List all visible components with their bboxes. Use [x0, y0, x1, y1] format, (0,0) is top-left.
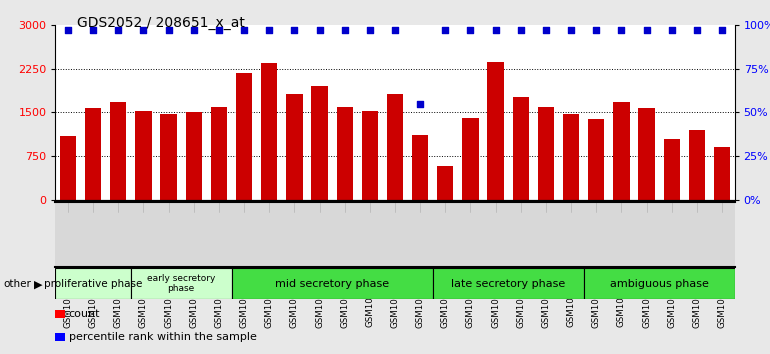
Point — [112, 27, 125, 33]
Bar — [211, 107, 227, 200]
Bar — [487, 62, 504, 200]
Bar — [232, 268, 433, 299]
Point — [590, 27, 602, 33]
Point — [87, 27, 99, 33]
Text: count: count — [69, 309, 100, 319]
Point — [665, 27, 678, 33]
Point — [288, 27, 300, 33]
Point — [490, 27, 502, 33]
Point — [363, 27, 376, 33]
Text: early secretory
phase: early secretory phase — [147, 274, 216, 293]
Text: ambiguous phase: ambiguous phase — [610, 279, 708, 289]
Bar — [563, 114, 579, 200]
Bar — [537, 107, 554, 200]
Text: GDS2052 / 208651_x_at: GDS2052 / 208651_x_at — [77, 16, 245, 30]
Bar — [688, 130, 705, 200]
Bar — [588, 119, 604, 200]
Point — [162, 27, 175, 33]
Bar — [311, 86, 328, 200]
Bar — [584, 268, 735, 299]
Point — [339, 27, 351, 33]
Point — [137, 27, 149, 33]
Point — [439, 27, 451, 33]
Bar — [387, 94, 403, 200]
Bar — [160, 114, 177, 200]
Point — [188, 27, 200, 33]
Bar — [437, 166, 454, 200]
Bar — [236, 73, 253, 200]
Bar — [131, 268, 232, 299]
Text: mid secretory phase: mid secretory phase — [275, 279, 389, 289]
Bar — [60, 136, 76, 200]
Bar — [714, 147, 730, 200]
Point — [213, 27, 225, 33]
Point — [62, 27, 74, 33]
Bar — [336, 107, 353, 200]
Point — [414, 101, 427, 107]
Bar — [613, 102, 630, 200]
Bar — [433, 268, 584, 299]
Point — [641, 27, 653, 33]
Bar — [286, 94, 303, 200]
Point — [514, 27, 527, 33]
Bar — [55, 268, 131, 299]
Point — [565, 27, 578, 33]
Point — [313, 27, 326, 33]
Point — [540, 27, 552, 33]
Text: percentile rank within the sample: percentile rank within the sample — [69, 332, 256, 342]
Point — [238, 27, 250, 33]
Point — [263, 27, 276, 33]
Bar — [136, 111, 152, 200]
Bar — [85, 108, 102, 200]
Bar — [362, 111, 378, 200]
Bar — [186, 113, 202, 200]
Bar — [412, 135, 428, 200]
Text: other: other — [4, 279, 32, 289]
Bar — [462, 118, 479, 200]
Point — [716, 27, 728, 33]
Text: proliferative phase: proliferative phase — [44, 279, 142, 289]
Point — [691, 27, 703, 33]
Bar — [110, 102, 126, 200]
Bar — [664, 139, 680, 200]
Point — [389, 27, 401, 33]
Text: ▶: ▶ — [34, 279, 42, 289]
Bar — [513, 97, 529, 200]
Bar — [261, 63, 277, 200]
Bar — [638, 108, 654, 200]
Text: late secretory phase: late secretory phase — [451, 279, 565, 289]
Point — [464, 27, 477, 33]
Point — [615, 27, 628, 33]
